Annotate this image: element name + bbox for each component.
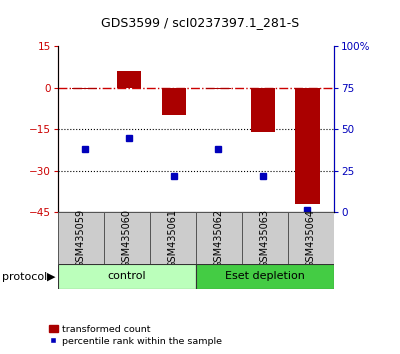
Polygon shape bbox=[196, 264, 334, 289]
Text: GSM435060: GSM435060 bbox=[122, 209, 132, 268]
Bar bbox=[250, 88, 275, 132]
Legend: transformed count, percentile rank within the sample: transformed count, percentile rank withi… bbox=[45, 321, 226, 349]
Bar bbox=[295, 88, 320, 204]
Polygon shape bbox=[58, 264, 196, 289]
Bar bbox=[206, 88, 230, 89]
Polygon shape bbox=[104, 212, 150, 264]
Text: control: control bbox=[108, 271, 146, 281]
Bar bbox=[117, 71, 142, 88]
Text: protocol: protocol bbox=[2, 272, 47, 282]
Text: GDS3599 / scI0237397.1_281-S: GDS3599 / scI0237397.1_281-S bbox=[101, 16, 299, 29]
Text: GSM435064: GSM435064 bbox=[306, 209, 316, 268]
Polygon shape bbox=[58, 212, 104, 264]
Text: ▶: ▶ bbox=[46, 272, 55, 282]
Text: GSM435059: GSM435059 bbox=[76, 209, 86, 268]
Polygon shape bbox=[288, 212, 334, 264]
Text: Eset depletion: Eset depletion bbox=[225, 271, 305, 281]
Polygon shape bbox=[150, 212, 196, 264]
Bar bbox=[72, 88, 97, 89]
Polygon shape bbox=[196, 212, 242, 264]
Text: GSM435062: GSM435062 bbox=[214, 209, 224, 268]
Text: GSM435061: GSM435061 bbox=[168, 209, 178, 268]
Bar bbox=[162, 88, 186, 115]
Text: GSM435063: GSM435063 bbox=[260, 209, 270, 268]
Polygon shape bbox=[242, 212, 288, 264]
